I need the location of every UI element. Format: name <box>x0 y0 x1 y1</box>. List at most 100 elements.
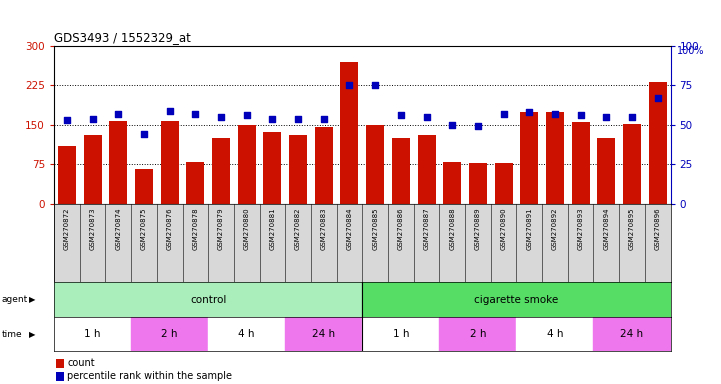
Bar <box>417 135 435 204</box>
Point <box>112 111 124 117</box>
Text: 100%: 100% <box>677 46 704 56</box>
Text: GSM270883: GSM270883 <box>321 207 327 250</box>
Point <box>344 83 355 89</box>
Text: GSM270891: GSM270891 <box>526 207 532 250</box>
Bar <box>469 162 487 204</box>
Text: 1 h: 1 h <box>392 329 409 339</box>
Text: control: control <box>190 295 226 305</box>
Bar <box>286 317 363 351</box>
Text: count: count <box>67 358 94 368</box>
Point <box>241 112 252 118</box>
Text: GSM270889: GSM270889 <box>475 207 481 250</box>
Bar <box>366 125 384 204</box>
Text: ▶: ▶ <box>29 329 35 339</box>
Text: GSM270888: GSM270888 <box>449 207 455 250</box>
Bar <box>363 317 439 351</box>
Text: GSM270890: GSM270890 <box>500 207 507 250</box>
Bar <box>58 146 76 204</box>
Point <box>216 114 227 120</box>
Text: GSM270878: GSM270878 <box>193 207 198 250</box>
Text: time: time <box>1 329 22 339</box>
Bar <box>263 132 281 204</box>
Bar <box>363 282 671 317</box>
Point <box>497 111 509 117</box>
Point <box>61 117 73 123</box>
Text: GSM270876: GSM270876 <box>167 207 172 250</box>
Bar <box>340 62 358 204</box>
Text: 2 h: 2 h <box>162 329 178 339</box>
Point <box>138 131 150 137</box>
Text: 24 h: 24 h <box>312 329 335 339</box>
Text: cigarette smoke: cigarette smoke <box>474 295 559 305</box>
Bar <box>546 112 564 204</box>
Bar <box>597 138 615 204</box>
Point <box>318 116 329 122</box>
Bar <box>521 112 539 204</box>
Bar <box>289 135 307 204</box>
Bar <box>135 169 153 204</box>
Text: GSM270874: GSM270874 <box>115 207 121 250</box>
Text: GSM270887: GSM270887 <box>423 207 430 250</box>
Bar <box>315 127 333 204</box>
Bar <box>161 121 179 204</box>
Point <box>601 114 612 120</box>
Bar <box>186 162 204 204</box>
Bar <box>649 82 667 204</box>
Bar <box>208 317 286 351</box>
Bar <box>238 125 256 204</box>
Text: 4 h: 4 h <box>239 329 255 339</box>
Bar <box>495 162 513 204</box>
Text: 2 h: 2 h <box>469 329 486 339</box>
Text: GSM270896: GSM270896 <box>655 207 660 250</box>
Bar <box>439 317 516 351</box>
Text: 24 h: 24 h <box>621 329 644 339</box>
Text: 4 h: 4 h <box>547 329 563 339</box>
Text: GSM270880: GSM270880 <box>244 207 249 250</box>
Bar <box>110 121 128 204</box>
Text: agent: agent <box>1 295 27 304</box>
Bar <box>593 317 671 351</box>
Text: GSM270875: GSM270875 <box>141 207 147 250</box>
Text: GSM270893: GSM270893 <box>578 207 583 250</box>
Bar <box>212 138 230 204</box>
Text: percentile rank within the sample: percentile rank within the sample <box>67 371 232 381</box>
Point <box>421 114 433 120</box>
Text: GSM270882: GSM270882 <box>295 207 301 250</box>
Text: GSM270881: GSM270881 <box>270 207 275 250</box>
Bar <box>572 122 590 204</box>
Text: GSM270872: GSM270872 <box>64 207 70 250</box>
Text: GDS3493 / 1552329_at: GDS3493 / 1552329_at <box>54 31 191 44</box>
Point <box>369 83 381 89</box>
Point <box>472 123 484 129</box>
Bar <box>443 162 461 204</box>
Text: GSM270879: GSM270879 <box>218 207 224 250</box>
Text: GSM270885: GSM270885 <box>372 207 378 250</box>
Bar <box>84 135 102 204</box>
Point <box>190 111 201 117</box>
Text: GSM270884: GSM270884 <box>347 207 353 250</box>
Bar <box>392 138 410 204</box>
Point <box>164 108 175 114</box>
Point <box>549 111 561 117</box>
Point <box>523 109 535 115</box>
Text: GSM270895: GSM270895 <box>629 207 635 250</box>
Text: GSM270894: GSM270894 <box>603 207 609 250</box>
Bar <box>54 317 131 351</box>
Text: GSM270873: GSM270873 <box>89 207 96 250</box>
Text: ▶: ▶ <box>29 295 35 304</box>
Point <box>575 112 586 118</box>
Bar <box>131 317 208 351</box>
Point <box>395 112 407 118</box>
Point <box>292 116 304 122</box>
Point <box>446 122 458 128</box>
Point <box>627 114 638 120</box>
Bar <box>623 124 641 204</box>
Point <box>87 116 98 122</box>
Point <box>267 116 278 122</box>
Point <box>652 95 663 101</box>
Text: GSM270886: GSM270886 <box>398 207 404 250</box>
Text: 1 h: 1 h <box>84 329 101 339</box>
Text: GSM270892: GSM270892 <box>552 207 558 250</box>
Bar <box>54 282 363 317</box>
Bar <box>516 317 593 351</box>
